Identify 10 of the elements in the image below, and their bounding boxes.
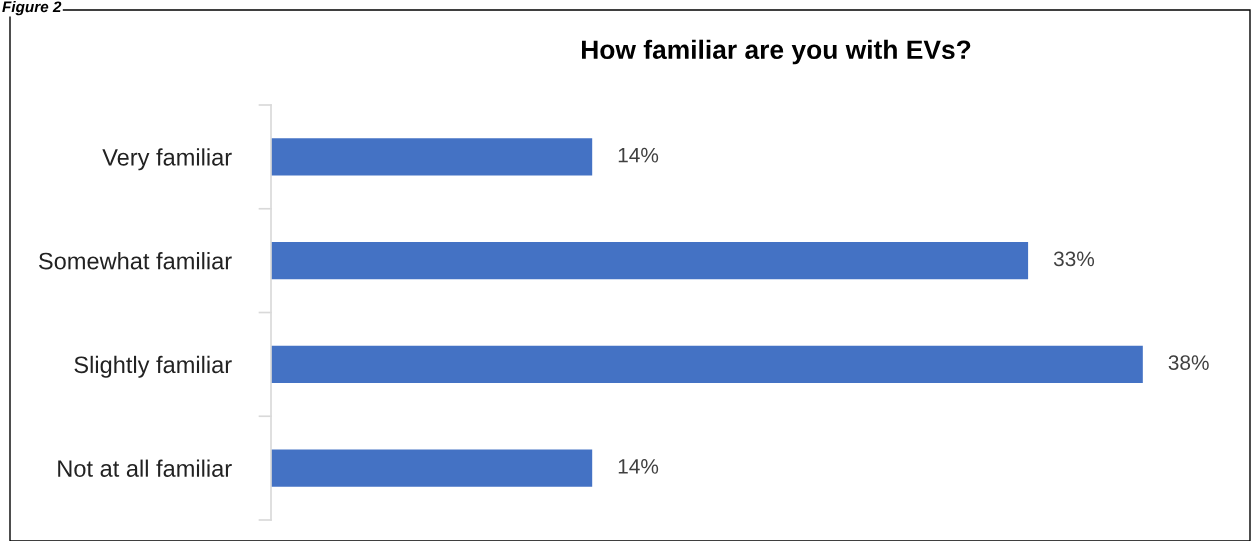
data-label: 33% — [1053, 251, 1095, 267]
chart-title: How familiar are you with EVs? — [582, 39, 971, 65]
data-label: 14% — [618, 147, 659, 163]
caption: Figure 2 — [2, 1, 62, 16]
y-tick-label: Not at all familiar — [58, 459, 232, 477]
y-tick-label: Slightly familiar — [74, 355, 232, 378]
data-label: 38% — [1168, 355, 1209, 370]
y-tick-label: Somewhat familiar — [38, 252, 232, 270]
y-tick-label: Very familiar — [102, 148, 232, 171]
data-label: 14% — [618, 459, 659, 474]
